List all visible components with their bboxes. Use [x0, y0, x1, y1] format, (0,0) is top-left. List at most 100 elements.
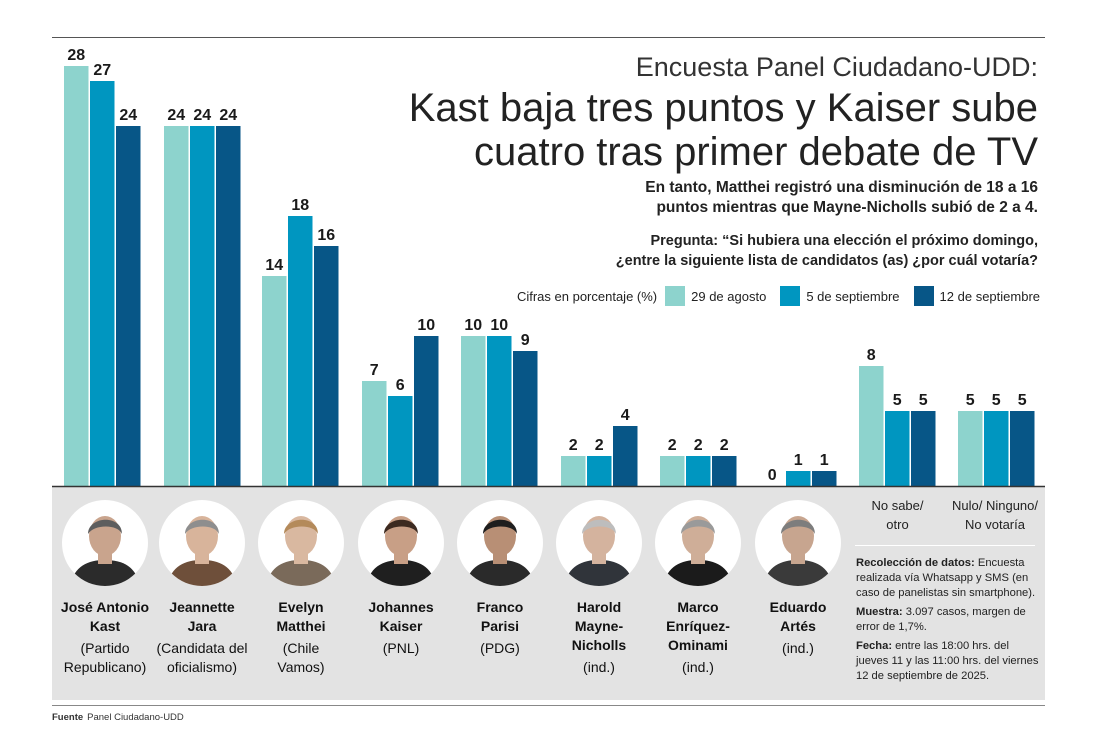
mayne-nicholls-photo — [556, 500, 642, 586]
party-line-2: Vamos) — [277, 659, 325, 675]
title-line-2: cuatro tras primer debate de TV — [474, 130, 1038, 174]
bar-6-0 — [660, 456, 685, 486]
chart-kicker: Encuesta Panel Ciudadano-UDD: — [635, 52, 1038, 82]
candidate-party: (PNL) — [351, 639, 451, 658]
data-label-2-0: 14 — [265, 257, 283, 274]
name-line-3: Nicholls — [571, 637, 627, 653]
name-line-1: Eduardo — [769, 599, 827, 615]
bar-3-2 — [414, 336, 439, 486]
bar-4-1 — [487, 336, 512, 486]
portrait-silhouette — [366, 516, 436, 586]
category-no-sabe: No sabe/ otro — [850, 496, 945, 534]
party-line-1: (ind.) — [583, 659, 615, 675]
bar-8-1 — [885, 411, 910, 486]
name-line-3: Ominami — [668, 637, 728, 653]
portrait-body — [663, 560, 733, 586]
legend-swatch-aug29 — [665, 286, 686, 306]
legend-label-aug29: 29 de agosto — [691, 288, 767, 304]
data-label-5-0: 2 — [569, 437, 578, 454]
data-label-1-1: 24 — [193, 107, 211, 124]
bar-1-0 — [164, 126, 189, 486]
bar-5-1 — [587, 456, 612, 486]
candidate-party: (ind.) — [648, 658, 748, 677]
candidate-party: (ind.) — [549, 658, 649, 677]
name-line-2: Artés — [780, 618, 816, 634]
candidate-mayne-nicholls: Harold Mayne- Nicholls (ind.) — [549, 500, 649, 677]
party-line-1: (ind.) — [782, 640, 814, 656]
portrait-hair — [483, 519, 517, 534]
chart-subtitle: En tanto, Matthei registró una disminuci… — [645, 178, 1038, 218]
bar-2-2 — [314, 246, 339, 486]
portrait-silhouette — [663, 516, 733, 586]
party-line-1: (Candidata del — [156, 640, 248, 656]
bar-8-0 — [859, 366, 884, 486]
bar-4-2 — [513, 351, 538, 486]
bar-4-0 — [461, 336, 486, 486]
bar-0-1 — [90, 81, 115, 486]
candidate-matthei: Evelyn Matthei (Chile Vamos) — [251, 500, 351, 677]
party-line-2: Republicano) — [63, 659, 147, 675]
bar-5-0 — [561, 456, 586, 486]
candidate-name: José Antonio Kast — [55, 598, 155, 636]
candidate-kaiser: Johannes Kaiser (PNL) — [351, 500, 451, 658]
data-label-8-0: 8 — [867, 347, 876, 364]
name-line-1: Harold — [576, 599, 622, 615]
subtitle-line-1: En tanto, Matthei registró una disminuci… — [645, 179, 1038, 196]
kast-photo — [62, 500, 148, 586]
portrait-body — [167, 560, 237, 586]
portrait-hair — [284, 519, 318, 534]
legend-swatch-sep12 — [913, 286, 934, 306]
data-label-1-0: 24 — [167, 107, 185, 124]
legend-label-sep12: 12 de septiembre — [939, 288, 1040, 304]
data-label-0-2: 24 — [119, 107, 137, 124]
portrait-body — [465, 560, 535, 586]
portrait-silhouette — [465, 516, 535, 586]
source-credit: Fuente Panel Ciudadano-UDD — [52, 712, 184, 723]
bar-1-1 — [190, 126, 215, 486]
top-rule — [52, 37, 1045, 38]
candidate-name: Johannes Kaiser — [351, 598, 451, 636]
portrait-body — [564, 560, 634, 586]
portrait-hair — [88, 519, 122, 534]
name-line-2: Mayne- — [574, 618, 624, 634]
candidate-name: Harold Mayne- Nicholls — [549, 598, 649, 655]
name-line-2: Kast — [89, 618, 121, 634]
bar-1-2 — [216, 126, 241, 486]
portrait-body — [266, 560, 336, 586]
collection-text: Encuesta realizada vía Whatsapp y SMS (e… — [856, 557, 1036, 599]
label-line-2: otro — [886, 517, 909, 532]
data-label-2-1: 18 — [291, 197, 309, 214]
artes-photo — [755, 500, 841, 586]
portrait-silhouette — [167, 516, 237, 586]
label-line-1: Nulo/ Ninguno/ — [952, 498, 1038, 513]
collection-label: Recolección de datos: — [856, 557, 975, 569]
legend-unit-label: Cifras en porcentaje (%) — [516, 288, 658, 304]
data-label-6-1: 2 — [694, 437, 703, 454]
bar-3-1 — [388, 396, 413, 486]
jara-photo — [159, 500, 245, 586]
candidate-party: (ind.) — [748, 639, 848, 658]
bar-9-0 — [958, 411, 983, 486]
data-label-5-2: 4 — [621, 407, 630, 424]
parisi-photo — [457, 500, 543, 586]
bar-5-2 — [613, 426, 638, 486]
name-line-1: Jeannette — [169, 599, 235, 615]
data-label-5-1: 2 — [595, 437, 604, 454]
data-label-9-2: 5 — [1018, 392, 1027, 409]
candidate-party: (PDG) — [450, 639, 550, 658]
data-label-6-2: 2 — [720, 437, 729, 454]
data-label-7-2: 1 — [820, 452, 829, 469]
data-label-3-1: 6 — [396, 377, 405, 394]
data-label-6-0: 2 — [668, 437, 677, 454]
bar-2-0 — [262, 276, 287, 486]
data-label-3-2: 10 — [417, 317, 435, 334]
candidate-party: (Chile Vamos) — [251, 639, 351, 677]
name-line-1: Johannes — [368, 599, 434, 615]
label-line-2: No votaría — [965, 517, 1025, 532]
bar-2-1 — [288, 216, 313, 486]
data-label-0-0: 28 — [67, 47, 85, 64]
name-line-1: Franco — [476, 599, 524, 615]
party-line-1: (PDG) — [480, 640, 520, 656]
kaiser-photo — [358, 500, 444, 586]
